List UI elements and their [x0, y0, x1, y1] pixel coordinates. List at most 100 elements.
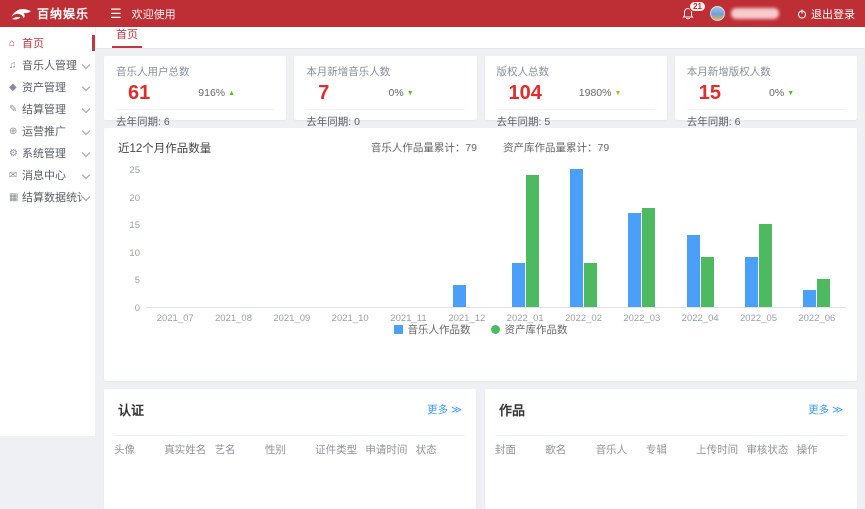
bottom-panels: 认证 更多 ≫ 头像 真实姓名 艺名 性别 证件类型 申请时间 状态 作品 更多 ≫ 封面 歌名 音乐人 专…: [104, 389, 857, 509]
table-column-header: 头像: [114, 444, 135, 456]
more-link[interactable]: 更多 ≫: [427, 404, 462, 416]
bar-2022_06-asset[interactable]: [817, 279, 831, 307]
bar-2022_05-asset[interactable]: [759, 224, 772, 307]
settlement-icon: ✎: [9, 103, 18, 115]
x-axis-label: 2022_04: [681, 313, 719, 324]
stat-card-mid: 104 1980% ▼: [497, 81, 655, 105]
bar-2022_01-musician[interactable]: [511, 262, 525, 307]
stats-row: 音乐人用户总数 61 916% ▲ 去年同期: 6 本月新增音乐人数 7 0% ▼ 去年同期: 0…: [104, 56, 857, 128]
welcome-text: 欢迎使用: [131, 8, 176, 21]
table-header-row: 头像 真实姓名 艺名 性别 证件类型 申请时间 状态: [114, 435, 466, 457]
bar-2022_02-musician[interactable]: [570, 169, 583, 307]
sidebar-item-label: 音乐人管理: [22, 60, 77, 72]
y-axis-tick: 0: [134, 303, 140, 314]
chart-summaries: 音乐人作品量累计：79 资产库作品量累计：79: [371, 140, 609, 155]
stat-card-mid: 61 916% ▲: [116, 81, 274, 105]
legend-item[interactable]: 资产库作品数: [490, 322, 568, 337]
chart-legend: 音乐人作品数 资产库作品数: [104, 322, 857, 337]
logout-button[interactable]: 退出登录: [797, 6, 855, 22]
stat-card-mid: 15 0% ▼: [687, 81, 845, 105]
bar-2022_04-musician[interactable]: [686, 235, 700, 307]
stat-card-value: 7: [318, 81, 330, 104]
legend-label: 音乐人作品数: [407, 324, 471, 336]
works-chart-card: 近12个月作品数量 音乐人作品量累计：79 资产库作品量累计：79 25 20 15…: [104, 128, 857, 381]
asset-works-total: 资产库作品量累计：79: [503, 142, 610, 154]
bar-2022_05-musician[interactable]: [745, 257, 758, 307]
x-axis-label: 2021_11: [390, 313, 427, 324]
table-column-header: 证件类型: [315, 444, 358, 456]
panel-works: 作品 更多 ≫ 封面 歌名 音乐人 专辑 上传时间 审核状态 操作: [485, 389, 857, 509]
stat-card-1: 本月新增音乐人数 7 0% ▼ 去年同期: 0: [294, 56, 477, 128]
stat-card-title: 音乐人用户总数: [116, 66, 190, 78]
bar-2022_02-asset[interactable]: [584, 262, 597, 307]
chevron-down-icon: [82, 106, 89, 113]
sidebar-item-label: 系统管理: [22, 148, 66, 160]
sidebar-item-stats[interactable]: ▦ 结算数据统计: [0, 186, 95, 208]
panel-header: 作品 更多 ≫: [485, 389, 857, 428]
user-avatar[interactable]: [710, 6, 725, 21]
table-column-header: 音乐人: [595, 444, 628, 456]
notification-bell[interactable]: 21: [682, 1, 706, 20]
sidebar-item-message[interactable]: ✉ 消息中心: [0, 164, 95, 186]
bar-2022_06-musician[interactable]: [803, 290, 817, 307]
main-content: 音乐人用户总数 61 916% ▲ 去年同期: 6 本月新增音乐人数 7 0% ▼ 去年同期: 0…: [96, 49, 865, 509]
username-redacted: [731, 8, 779, 19]
trend-down-icon: ▼: [614, 89, 622, 97]
home-icon: ⌂: [9, 37, 16, 49]
table-column-header: 状态: [415, 444, 437, 456]
legend-item[interactable]: 音乐人作品数: [393, 322, 471, 337]
sidebar-item-label: 结算数据统计: [22, 192, 82, 204]
logout-label: 退出登录: [811, 8, 855, 21]
sidebar-item-system[interactable]: ⚙ 系统管理: [0, 142, 95, 164]
chevron-down-icon: [82, 84, 89, 91]
chevron-down-icon: [82, 62, 89, 69]
bar-2021_12-musician[interactable]: [453, 284, 467, 307]
table-column-header: 性别: [264, 444, 286, 456]
sidebar-item-settlement[interactable]: ✎ 结算管理: [0, 98, 95, 120]
chevron-down-icon: [82, 150, 89, 157]
asset-icon: ◆: [9, 81, 17, 93]
stat-card-title: 版权人总数: [496, 66, 550, 78]
table-header-row: 封面 歌名 音乐人 专辑 上传时间 审核状态 操作: [495, 435, 847, 457]
legend-label: 资产库作品数: [504, 324, 568, 336]
sidebar-item-label: 结算管理: [22, 104, 66, 116]
promotion-icon: ⊕: [9, 125, 18, 137]
y-axis-tick: 25: [129, 165, 140, 176]
sidebar-item-home[interactable]: ⌂ 首页: [0, 32, 95, 54]
app-header: 百纳娱乐 ☰ 欢迎使用 21 退出登录: [0, 0, 865, 27]
power-icon: [797, 9, 807, 19]
table-column-header: 专辑: [645, 444, 667, 456]
sidebar: ⌂ 首页 ♫ 音乐人管理 ◆ 资产管理 ✎ 结算管理 ⊕ 运营推广 ⚙ 系统管理 ✉ 消息中心 ▦ 结算数据统…: [0, 27, 96, 436]
sidebar-item-asset[interactable]: ◆ 资产管理: [0, 76, 95, 98]
bar-2022_03-asset[interactable]: [642, 207, 656, 307]
brand-name: 百纳娱乐: [37, 7, 90, 21]
table-column-header: 审核状态: [746, 444, 789, 456]
bar-2022_04-asset[interactable]: [700, 257, 714, 307]
stat-card-percent: 1980% ▼: [579, 87, 622, 99]
stat-card-2: 版权人总数 104 1980% ▼ 去年同期: 5: [484, 56, 667, 128]
trend-up-icon: ▲: [228, 89, 236, 97]
bar-chart-plot: 25 20 15 10 5 0 2021_07 2021_08 2021_09 2021_10 20…: [129, 165, 846, 324]
sidebar-collapse-icon[interactable]: ☰: [110, 6, 122, 21]
sidebar-item-label: 资产管理: [22, 82, 66, 94]
legend-marker-icon: [393, 325, 403, 334]
trend-down-icon: ▼: [787, 89, 795, 97]
sidebar-item-musician[interactable]: ♫ 音乐人管理: [0, 54, 95, 76]
panel-title: 作品: [499, 403, 526, 418]
table-column-header: 真实姓名: [164, 444, 207, 456]
x-axis-label: 2022_02: [565, 313, 602, 324]
tab-home[interactable]: 首页: [112, 23, 142, 48]
chevron-down-icon: [82, 194, 89, 201]
bar-2022_01-asset[interactable]: [525, 174, 539, 307]
bar-2022_03-musician[interactable]: [628, 213, 642, 307]
more-link[interactable]: 更多 ≫: [808, 404, 843, 416]
message-icon: ✉: [9, 169, 18, 181]
x-axis-label: 2022_06: [798, 313, 836, 324]
x-axis-label: 2022_05: [740, 313, 777, 324]
notification-badge: 21: [689, 1, 706, 12]
stats-icon: ▦: [9, 191, 19, 203]
x-axis-label: 2021_08: [215, 313, 252, 324]
table-column-header: 封面: [495, 444, 516, 456]
stat-card-percent: 916% ▲: [198, 87, 235, 99]
sidebar-item-promotion[interactable]: ⊕ 运营推广: [0, 120, 95, 142]
